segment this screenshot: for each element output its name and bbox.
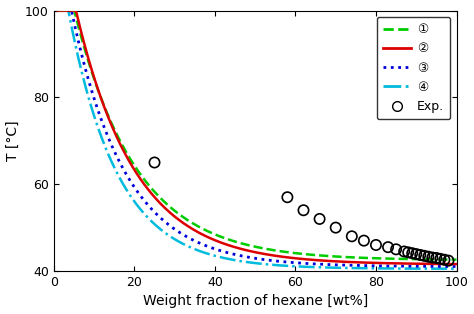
Point xyxy=(404,250,412,255)
Point xyxy=(428,255,436,260)
Point xyxy=(372,242,380,247)
Point xyxy=(283,195,291,200)
Point xyxy=(437,256,444,261)
Point xyxy=(332,225,339,230)
Point xyxy=(412,252,420,257)
Point xyxy=(425,254,432,259)
Point xyxy=(151,160,158,165)
X-axis label: Weight fraction of hexane [wt%]: Weight fraction of hexane [wt%] xyxy=(143,295,368,308)
Y-axis label: T [°C]: T [°C] xyxy=(6,121,19,161)
Point xyxy=(300,208,307,213)
Point xyxy=(401,249,408,254)
Point xyxy=(360,238,368,243)
Point xyxy=(316,216,323,221)
Point xyxy=(445,258,452,263)
Point xyxy=(433,256,440,261)
Point xyxy=(441,257,448,262)
Point xyxy=(384,245,392,250)
Point xyxy=(409,251,416,256)
Point xyxy=(420,253,428,258)
Legend: ①, ②, ③, ④, Exp.: ①, ②, ③, ④, Exp. xyxy=(377,17,450,119)
Point xyxy=(348,234,356,239)
Point xyxy=(392,247,400,252)
Point xyxy=(417,252,424,257)
